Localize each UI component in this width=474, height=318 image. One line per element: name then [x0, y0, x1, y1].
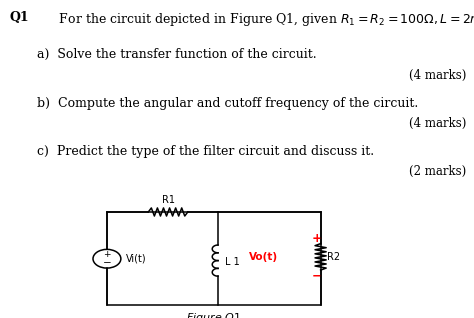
Text: $\it{Figure\ Q1}$: $\it{Figure\ Q1}$	[186, 311, 241, 318]
Text: a)  Solve the transfer function of the circuit.: a) Solve the transfer function of the ci…	[37, 48, 317, 61]
Text: b)  Compute the angular and cutoff frequency of the circuit.: b) Compute the angular and cutoff freque…	[37, 97, 419, 110]
Text: (4 marks): (4 marks)	[409, 69, 466, 82]
Text: +: +	[103, 250, 111, 259]
Text: R1: R1	[162, 195, 174, 205]
Bar	[107, 212, 320, 306]
Text: +: +	[311, 232, 322, 245]
Circle shape	[93, 249, 121, 268]
Text: L 1: L 1	[226, 257, 240, 267]
Text: Q1: Q1	[9, 11, 29, 24]
Text: Vo(t): Vo(t)	[249, 252, 278, 262]
Text: Vi(t): Vi(t)	[126, 254, 146, 264]
Text: −: −	[311, 269, 322, 282]
Text: −: −	[102, 258, 111, 268]
Text: (4 marks): (4 marks)	[409, 117, 466, 130]
Text: R2: R2	[327, 252, 340, 262]
Text: c)  Predict the type of the filter circuit and discuss it.: c) Predict the type of the filter circui…	[37, 145, 374, 158]
Text: For the circuit depicted in Figure Q1, given $R_1 = R_2 = 100\Omega, L = 2mH$.: For the circuit depicted in Figure Q1, g…	[46, 11, 474, 28]
Text: (2 marks): (2 marks)	[409, 165, 466, 178]
